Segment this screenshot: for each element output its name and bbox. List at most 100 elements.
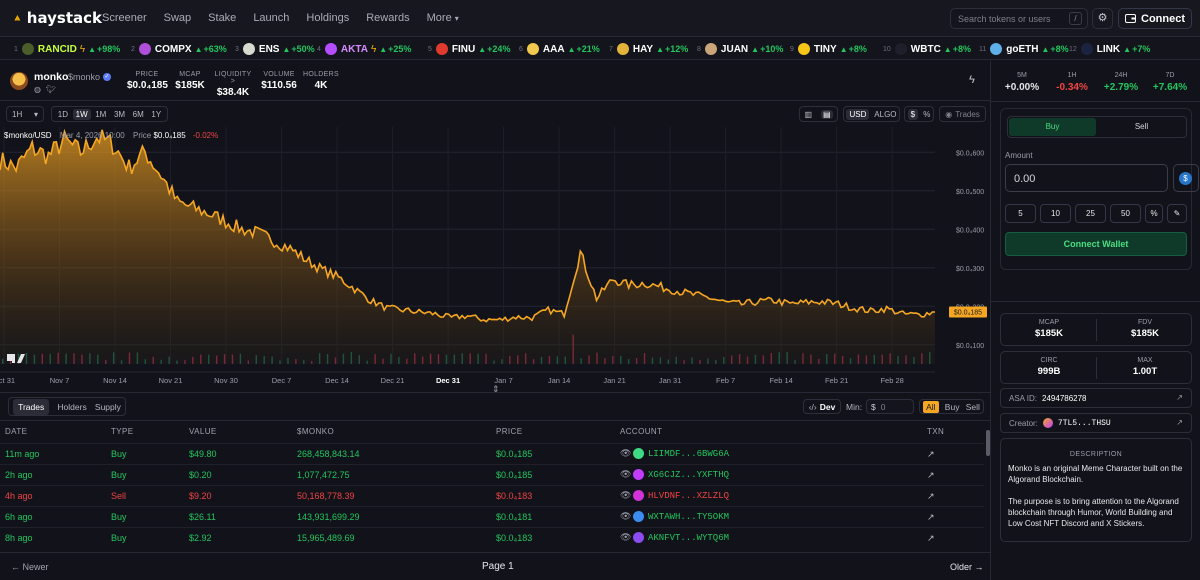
token-select[interactable]: $ [1173, 164, 1199, 192]
cell-account[interactable]: XG6CJZ...YXFTHQ [648, 470, 730, 480]
cell-account[interactable]: HLVDNF...XZLZLQ [648, 491, 730, 501]
nav-stake[interactable]: Stake [208, 12, 237, 24]
cell-account[interactable]: LIIMDF...6BWG6A [648, 449, 730, 459]
cell-account[interactable]: WXTAWH...TY5OKM [648, 512, 730, 522]
eye-icon[interactable]: 👁︎ [620, 490, 632, 500]
external-link-icon[interactable]: ↗ [927, 491, 935, 501]
table-row[interactable]: 4h ago Sell $9.20 50,168,778.39 $0.0₄183 👁︎ HL… [0, 485, 984, 506]
stat-liquidity[interactable]: LIQUIDITY > $38.4K [212, 71, 254, 98]
search-input[interactable]: Search tokens or users / [950, 8, 1088, 29]
eye-icon[interactable]: 👁︎ [620, 469, 632, 479]
preset-50[interactable]: 50 [1110, 204, 1141, 223]
amount-input[interactable]: 0.00 [1005, 164, 1168, 192]
interval-select[interactable]: 1H ▾ [6, 106, 44, 122]
preset-percent[interactable]: % [1145, 204, 1163, 223]
ticker-rank: 7 [609, 45, 613, 53]
nav-holdings[interactable]: Holdings [306, 12, 350, 24]
preset-5[interactable]: 5 [1005, 204, 1036, 223]
unit-percent[interactable]: % [923, 109, 931, 119]
col-amount[interactable]: $MONKO [297, 427, 335, 436]
table-row[interactable]: 11m ago Buy $49.80 268,458,843.14 $0.0₄185 👁︎… [0, 443, 984, 464]
preset-10[interactable]: 10 [1040, 204, 1071, 223]
filter-buy[interactable]: Buy [944, 401, 960, 412]
col-type[interactable]: TYPE [111, 427, 134, 436]
connect-wallet-button[interactable]: Connect Wallet [1005, 232, 1187, 256]
dev-filter-label: Dev [819, 401, 836, 412]
ticker-item[interactable]: 6 AAA ▲ +21% [519, 38, 600, 59]
col-account[interactable]: ACCOUNT [620, 427, 663, 436]
tab-trades[interactable]: Trades [13, 398, 50, 415]
external-link-icon[interactable]: ↗ [927, 470, 935, 480]
asa-id-row[interactable]: ASA ID: 2494786278 ↗ [1000, 388, 1192, 408]
globe-icon[interactable]: ◍ [34, 85, 41, 94]
creator-row[interactable]: Creator: 7TL5...THSU ↗ [1000, 413, 1192, 433]
edit-presets-button[interactable]: ✎ [1167, 204, 1187, 223]
candles-icon[interactable]: ▥ [804, 109, 813, 119]
ticker-item[interactable]: 7 HAY ▲ +12% [609, 38, 688, 59]
quote-usd[interactable]: USD [846, 108, 870, 120]
ticker-item[interactable]: 12 LINK ▲ +7% [1069, 38, 1150, 59]
nav-screener[interactable]: Screener [102, 12, 147, 24]
nav-more[interactable]: More ▾ [427, 12, 459, 24]
quote-algo[interactable]: ALGO [874, 109, 897, 119]
external-link-icon[interactable]: ↗ [927, 533, 935, 543]
external-link-icon[interactable]: ↗ [1176, 418, 1183, 427]
ticker-item[interactable]: 9 TINY ▲ +8% [790, 38, 867, 59]
price-chart[interactable]: $0.0₄600$0.0₄500$0.0₄400$0.0₄300$0.0₄200… [0, 127, 990, 389]
table-row[interactable]: 8h ago Buy $2.92 15,965,489.69 $0.0₄183 👁︎ AKN… [0, 527, 984, 548]
logo[interactable]: haystack [14, 9, 102, 27]
nav-swap[interactable]: Swap [163, 12, 192, 24]
sell-tab[interactable]: Sell [1134, 122, 1149, 131]
ticker-item[interactable]: 11 goETH ▲ +8% [979, 38, 1069, 59]
filter-sell[interactable]: Sell [965, 401, 980, 412]
nav-rewards[interactable]: Rewards [366, 12, 410, 24]
external-link-icon[interactable]: ↗ [927, 449, 935, 459]
lightning-icon[interactable]: ϟ [969, 74, 975, 86]
ticker-item[interactable]: 5 FINU ▲ +24% [428, 38, 510, 59]
connect-button[interactable]: Connect [1118, 8, 1192, 29]
ticker-item[interactable]: 1 RANCID ϟ ▲ +98% [14, 38, 120, 59]
table-row[interactable]: 6h ago Buy $26.11 143,931,699.29 $0.0₄181 👁︎ W… [0, 506, 984, 527]
range-1w[interactable]: 1W [72, 108, 91, 120]
tab-holders[interactable]: Holders [57, 401, 87, 412]
ticker-item[interactable]: 4 AKTA ϟ ▲ +25% [317, 38, 411, 59]
buy-tab[interactable]: Buy [1009, 118, 1096, 136]
ticker-item[interactable]: 8 JUAN ▲ +10% [697, 38, 783, 59]
table-scrollbar[interactable] [986, 430, 990, 456]
box-divider [1096, 357, 1097, 379]
filter-all[interactable]: All [923, 400, 939, 413]
nav-launch[interactable]: Launch [253, 12, 290, 24]
twitter-icon[interactable]: 🐦︎ [45, 85, 57, 94]
col-date[interactable]: DATE [5, 427, 28, 436]
external-link-icon[interactable]: ↗ [927, 512, 935, 522]
trades-toggle[interactable]: ◉ Trades [939, 106, 986, 122]
eye-icon[interactable]: 👁︎ [620, 511, 632, 521]
table-row[interactable]: 2h ago Buy $0.20 1,077,472.75 $0.0₄185 👁︎ XG6C… [0, 464, 984, 485]
col-price[interactable]: PRICE [496, 427, 523, 436]
min-value-input[interactable]: $ 0 [866, 399, 914, 414]
range-1y[interactable]: 1Y [151, 109, 162, 119]
tab-supply[interactable]: Supply [94, 401, 121, 412]
preset-25[interactable]: 25 [1075, 204, 1106, 223]
y-tick-label: $0.0₄500 [956, 189, 984, 196]
external-link-icon[interactable]: ↗ [1176, 393, 1183, 402]
newer-button[interactable]: ← Newer [11, 562, 49, 572]
ticker-item[interactable]: 10 WBTC ▲ +8% [883, 38, 971, 59]
range-3m[interactable]: 3M [113, 109, 126, 119]
col-txn[interactable]: TXN [927, 427, 945, 436]
resize-handle-icon[interactable]: ⇕ [492, 384, 500, 394]
col-value[interactable]: VALUE [189, 427, 217, 436]
dev-filter-button[interactable]: ‹/› Dev [803, 399, 841, 414]
ticker-item[interactable]: 3 ENS ▲ +50% [235, 38, 315, 59]
settings-button[interactable]: ⚙ [1092, 8, 1113, 29]
range-1d[interactable]: 1D [57, 109, 69, 119]
range-6m[interactable]: 6M [132, 109, 144, 119]
unit-dollar[interactable]: $ [907, 108, 919, 120]
eye-icon[interactable]: 👁︎ [620, 532, 632, 542]
line-chart-icon[interactable]: ▤ [820, 109, 833, 119]
cell-account[interactable]: AKNFVT...WYTQ6M [648, 533, 730, 543]
eye-icon[interactable]: 👁︎ [620, 448, 632, 458]
range-1m[interactable]: 1M [95, 109, 107, 119]
older-button[interactable]: Older → [950, 562, 984, 572]
ticker-item[interactable]: 2 COMPX ▲ +63% [131, 38, 227, 59]
